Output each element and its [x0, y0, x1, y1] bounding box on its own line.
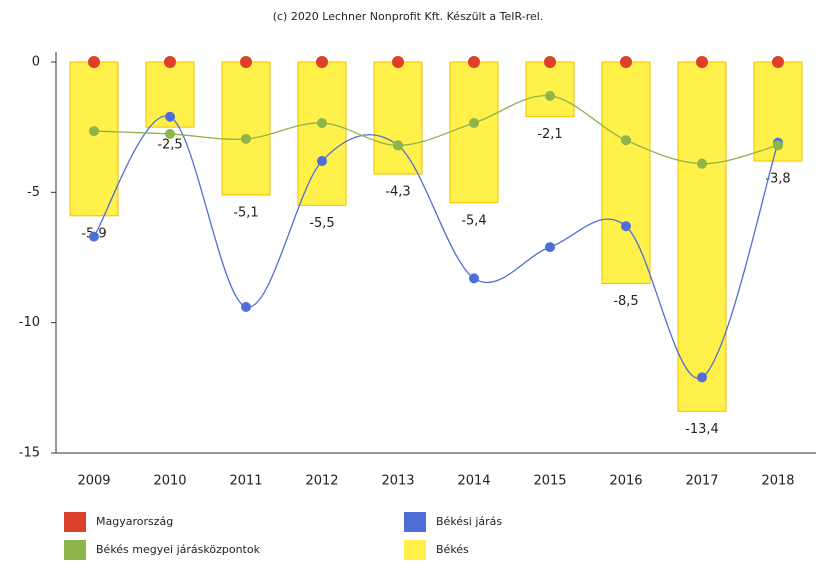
legend-swatch	[404, 540, 426, 560]
bar	[525, 61, 575, 118]
x-tick-label: 2014	[457, 474, 490, 489]
legend-swatch	[404, 512, 426, 532]
point	[88, 56, 100, 68]
point	[697, 372, 707, 383]
point	[240, 56, 252, 68]
point	[393, 140, 403, 151]
x-tick-label: 2015	[533, 474, 566, 489]
value-label: -2,1	[537, 127, 562, 142]
point	[545, 242, 555, 253]
x-tick-label: 2011	[229, 474, 262, 489]
point	[773, 140, 783, 151]
point	[89, 126, 99, 137]
value-label: -8,5	[613, 294, 638, 309]
point	[621, 221, 631, 232]
x-tick-label: 2016	[609, 474, 642, 489]
x-tick-label: 2012	[305, 474, 338, 489]
point	[392, 56, 404, 68]
value-label: -5,4	[461, 213, 486, 228]
point	[316, 56, 328, 68]
y-tick-label: -15	[19, 446, 40, 461]
x-tick-label: 2018	[761, 474, 794, 489]
point	[544, 56, 556, 68]
point	[468, 56, 480, 68]
chart-title: (c) 2020 Lechner Nonprofit Kft. Készült …	[273, 10, 544, 23]
legend-swatch	[64, 540, 86, 560]
value-label: -13,4	[685, 422, 719, 437]
x-tick-label: 2013	[381, 474, 414, 489]
y-tick-label: 0	[32, 55, 40, 70]
x-tick-label: 2009	[77, 474, 110, 489]
bar	[69, 61, 119, 217]
bar	[677, 61, 727, 412]
point	[317, 117, 327, 128]
bar	[221, 61, 271, 196]
value-label: -5,1	[233, 205, 258, 220]
legend-label: Békés megyei járásközpontok	[96, 543, 261, 556]
point	[621, 135, 631, 146]
value-label: -5,5	[309, 216, 334, 231]
value-label: -3,8	[765, 172, 790, 187]
point	[241, 133, 251, 144]
bar	[449, 61, 499, 204]
legend-label: Békés	[436, 543, 469, 556]
point	[89, 231, 99, 242]
legend-swatch	[64, 512, 86, 532]
bar	[373, 61, 423, 175]
point	[469, 117, 479, 128]
line	[93, 95, 779, 165]
legend-label: Magyarország	[96, 515, 173, 528]
point	[545, 90, 555, 101]
point	[165, 111, 175, 122]
point	[620, 56, 632, 68]
y-tick-label: -5	[27, 185, 40, 200]
value-label: -4,3	[385, 185, 410, 200]
y-tick-label: -10	[19, 315, 40, 330]
point	[697, 158, 707, 169]
x-tick-label: 2010	[153, 474, 186, 489]
line	[93, 115, 779, 379]
bar	[601, 61, 651, 285]
bar	[297, 61, 347, 206]
legend-label: Békési járás	[436, 515, 502, 528]
point	[696, 56, 708, 68]
point	[164, 56, 176, 68]
point	[165, 128, 175, 139]
value-label: -2,5	[157, 138, 182, 153]
point	[469, 273, 479, 284]
x-tick-label: 2017	[685, 474, 718, 489]
point	[241, 302, 251, 313]
point	[317, 156, 327, 167]
point	[772, 56, 784, 68]
